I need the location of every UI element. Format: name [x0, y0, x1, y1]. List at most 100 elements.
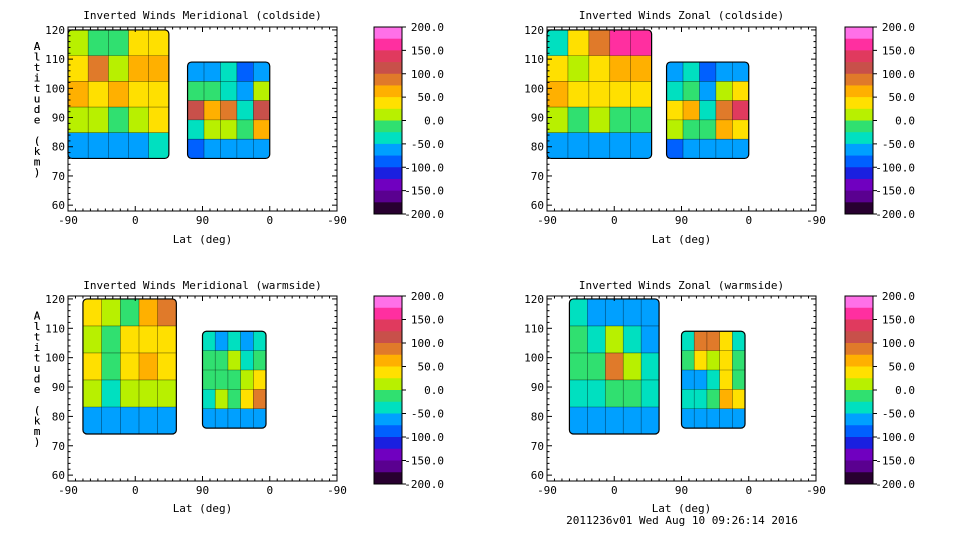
contour-cell: [732, 139, 749, 159]
colorbar-band: [374, 120, 402, 133]
contour-cell: [236, 81, 254, 102]
contour-cell: [240, 370, 254, 390]
colorbar-tick-label: 50.0: [889, 91, 916, 104]
y-tick-label: 80: [52, 141, 65, 154]
contour-cell: [120, 407, 140, 435]
contour-cell: [236, 62, 254, 82]
contour-cell: [220, 62, 238, 82]
contour-cell: [681, 408, 695, 429]
x-axis-label: Lat (deg): [652, 502, 712, 515]
contour-cell: [715, 119, 733, 140]
contour-cell: [630, 107, 652, 134]
contour-cell: [682, 81, 701, 102]
colorbar-band: [374, 460, 402, 473]
colorbar-tick-label: -200.0: [875, 478, 915, 491]
contour-edge: [680, 330, 746, 429]
contour-cell: [187, 119, 205, 140]
contour-edge: [665, 61, 750, 160]
contour-edge: [82, 298, 177, 435]
y-tick-label: 110: [45, 53, 65, 66]
contour-cell: [609, 132, 632, 159]
colorbar-band: [374, 296, 402, 309]
contour-cell: [623, 352, 642, 381]
y-tick-label: 80: [531, 410, 544, 423]
contour-cell: [715, 139, 733, 159]
contour-cell: [138, 352, 159, 381]
data-segment: [680, 330, 746, 429]
colorbar: 200.0 150.0 100.0 50.0 0.0 -50.0 -100.0 -150.0 -…: [373, 290, 444, 491]
contour-cell: [715, 62, 733, 82]
chart-panel-4: Inverted Winds Zonal (warmside) 60 70 80 90 1…: [34, 279, 915, 515]
contour-cell: [202, 350, 216, 371]
contour-cell: [88, 81, 109, 108]
contour-cell: [253, 408, 267, 429]
contour-cell: [68, 107, 89, 134]
x-tick-label: -90: [806, 214, 826, 227]
contour-cell: [187, 81, 205, 102]
y-tick-label: 90: [531, 112, 544, 125]
contour-cell: [715, 81, 733, 102]
colorbar-tick-label: -50.0: [882, 408, 915, 421]
contour-cell: [547, 107, 569, 134]
contour-cell: [630, 81, 652, 108]
contour-cell: [253, 62, 270, 82]
contour-cell: [666, 81, 684, 102]
x-tick-label: 0: [611, 484, 618, 497]
x-axis-label: Lat (deg): [652, 233, 712, 246]
contour-cell: [236, 119, 254, 140]
contour-cell: [681, 350, 695, 371]
contour-cell: [605, 325, 624, 354]
contour-cell: [567, 81, 590, 108]
colorbar-band: [845, 413, 873, 426]
colorbar-band: [845, 73, 873, 86]
colorbar: 200.0 150.0 100.0 50.0 0.0 -50.0 -100.0 -150.0 -…: [844, 21, 916, 221]
colorbar-band: [374, 413, 402, 426]
colorbar-band: [374, 448, 402, 461]
contour-cell: [88, 132, 109, 159]
contour-cell: [120, 325, 140, 354]
colorbar-band: [845, 448, 873, 461]
data-segment: [67, 29, 170, 160]
contour-cell: [187, 62, 205, 82]
x-tick-label: -90: [58, 214, 78, 227]
colorbar-band: [845, 27, 873, 40]
colorbar-tick-label: -100.0: [404, 431, 444, 444]
colorbar-band: [374, 319, 402, 332]
contour-cell: [236, 100, 254, 121]
contour-cell: [215, 408, 229, 429]
contour-cell: [236, 139, 254, 159]
x-tick-label: -90: [327, 214, 347, 227]
contour-cell: [623, 407, 642, 435]
contour-cell: [253, 331, 267, 352]
contour-cell: [699, 119, 717, 140]
chart-title: Inverted Winds Meridional (warmside): [83, 279, 321, 292]
contour-cell: [157, 407, 177, 435]
contour-cell: [253, 389, 267, 410]
contour-cell: [715, 100, 733, 121]
colorbar-band: [374, 50, 402, 63]
colorbar: 200.0 150.0 100.0 50.0 0.0 -50.0 -100.0 -150.0 -…: [373, 21, 444, 221]
contour-cell: [68, 81, 89, 108]
colorbar-tick-label: -100.0: [875, 431, 915, 444]
contour-cell: [699, 139, 717, 159]
contour-cell: [588, 55, 611, 82]
colorbar-band: [374, 307, 402, 320]
colorbar-tick-label: 200.0: [882, 290, 915, 303]
contour-cell: [641, 325, 660, 354]
contour-cell: [220, 139, 238, 159]
contour-cell: [694, 331, 708, 352]
colorbar-band: [374, 178, 402, 192]
contour-cell: [220, 119, 238, 140]
contour-cell: [682, 119, 701, 140]
contour-cell: [694, 350, 708, 371]
colorbar-band: [845, 472, 873, 485]
contour-cell: [732, 350, 746, 371]
colorbar-band: [374, 143, 402, 156]
contour-cell: [253, 119, 270, 140]
contour-cell: [681, 389, 695, 410]
contour-cell: [699, 62, 717, 82]
contour-cell: [101, 352, 121, 381]
colorbar-tick-label: -50.0: [411, 408, 444, 421]
contour-cell: [128, 107, 150, 134]
